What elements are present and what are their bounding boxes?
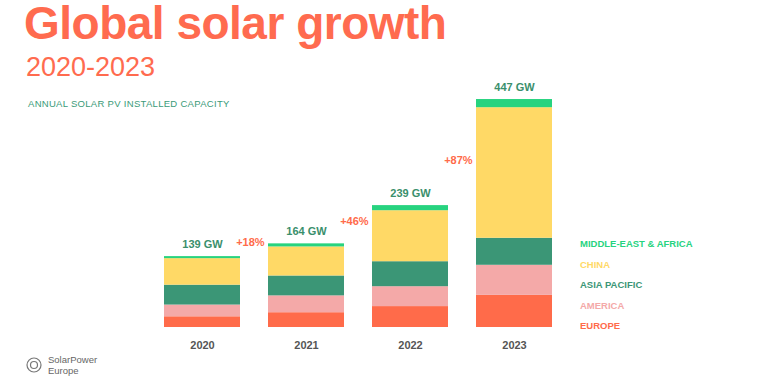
html-text:MIDDLE-EAST & AFRICA: MIDDLE-EAST & AFRICA bbox=[580, 238, 693, 249]
svg-text:2021: 2021 bbox=[294, 339, 318, 351]
svg-text:164 GW: 164 GW bbox=[286, 225, 327, 237]
svg-text:139 GW: 139 GW bbox=[182, 238, 223, 250]
svg-text:2023: 2023 bbox=[502, 339, 526, 351]
html-text:SolarPower: SolarPower bbox=[48, 354, 98, 365]
html-text:CHINA: CHINA bbox=[580, 258, 611, 270]
svg-text:2022: 2022 bbox=[398, 339, 422, 351]
html-text:EUROPE: EUROPE bbox=[580, 320, 621, 331]
html-text:ASIA PACIFIC: ASIA PACIFIC bbox=[580, 279, 643, 290]
svg-text:239 GW: 239 GW bbox=[390, 187, 431, 199]
svg-text:+87%: +87% bbox=[444, 154, 473, 166]
html-text:2020-2023: 2020-2023 bbox=[26, 52, 156, 82]
html-text:AMERICA: AMERICA bbox=[580, 299, 625, 311]
svg-text:2020: 2020 bbox=[190, 339, 214, 351]
html-text:Europe: Europe bbox=[48, 365, 79, 376]
svg-text:447 GW: 447 GW bbox=[494, 81, 535, 93]
svg-text:+46%: +46% bbox=[340, 215, 369, 227]
html-text:ANNUAL SOLAR PV INSTALLED CAPA: ANNUAL SOLAR PV INSTALLED CAPACITY bbox=[28, 98, 230, 109]
svg-text:+18%: +18% bbox=[236, 236, 265, 248]
